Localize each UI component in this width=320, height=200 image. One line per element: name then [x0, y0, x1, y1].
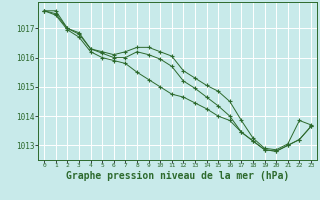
X-axis label: Graphe pression niveau de la mer (hPa): Graphe pression niveau de la mer (hPa) [66, 171, 289, 181]
